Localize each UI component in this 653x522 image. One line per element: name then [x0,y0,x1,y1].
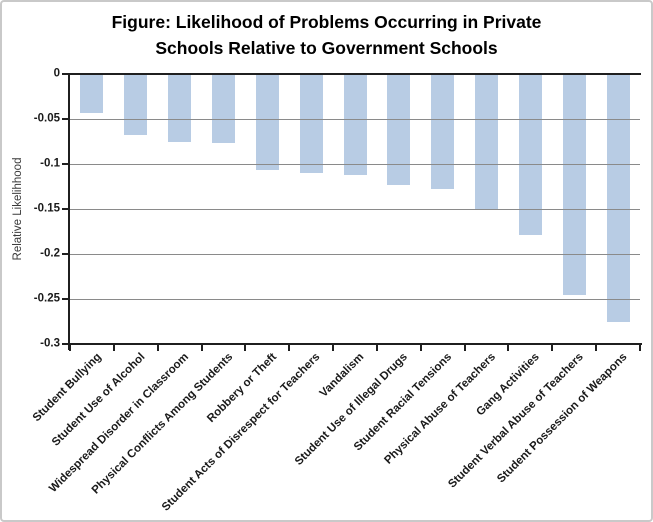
category-label-text: Student Acts of Disrespect for Teachers [160,351,323,514]
x-axis-tick [200,344,203,351]
chart-title-line-1: Figure: Likelihood of Problems Occurring… [111,12,542,32]
y-axis-tick [62,208,70,210]
bar [255,74,279,171]
chart-title-line-2: Schools Relative to Government Schools [155,38,498,58]
gridline [70,208,640,210]
y-axis-tick [62,253,70,255]
x-axis-tick [288,344,291,351]
x-axis-tick [419,344,422,351]
y-axis-tick [62,343,70,345]
y-axis-tick [62,118,70,120]
bar [168,74,192,142]
bar [518,74,542,236]
gridline [70,253,640,255]
y-tick-label: -0.2 [40,247,60,260]
bar [387,74,411,185]
gridline [70,118,640,120]
bar [562,74,586,296]
y-tick-label: -0.25 [33,292,60,305]
bar [80,74,104,113]
x-axis-tick [507,344,510,351]
x-axis-tick [112,344,115,351]
y-tick-label: -0.15 [33,202,60,215]
bar [124,74,148,136]
bar [343,74,367,175]
bar [475,74,499,209]
y-axis-tick [62,163,70,165]
y-tick-label: -0.3 [40,337,60,350]
zero-baseline [69,73,641,75]
x-axis-tick [375,344,378,351]
plot-area [62,73,641,351]
x-axis-line [68,343,642,345]
gridline [70,163,640,165]
gridline [70,298,640,300]
x-axis-tick [551,344,554,351]
y-axis-line [68,73,70,350]
x-axis-tick [69,344,71,351]
x-axis-tick [595,344,598,351]
x-axis-tick [463,344,466,351]
x-axis-tick [244,344,247,351]
x-axis-tick [156,344,159,351]
x-axis-tick [332,344,335,351]
y-axis-tick [62,73,70,75]
bar [299,74,323,173]
y-tick-label: -0.05 [33,112,60,125]
chart-title: Figure: Likelihood of Problems Occurring… [2,2,651,61]
y-tick-label: 0 [53,67,60,80]
y-axis-tick [62,298,70,300]
x-axis-tick [639,344,641,351]
bar [211,74,235,144]
bar [606,74,630,323]
y-tick-label: -0.1 [40,157,60,170]
bar [431,74,455,190]
